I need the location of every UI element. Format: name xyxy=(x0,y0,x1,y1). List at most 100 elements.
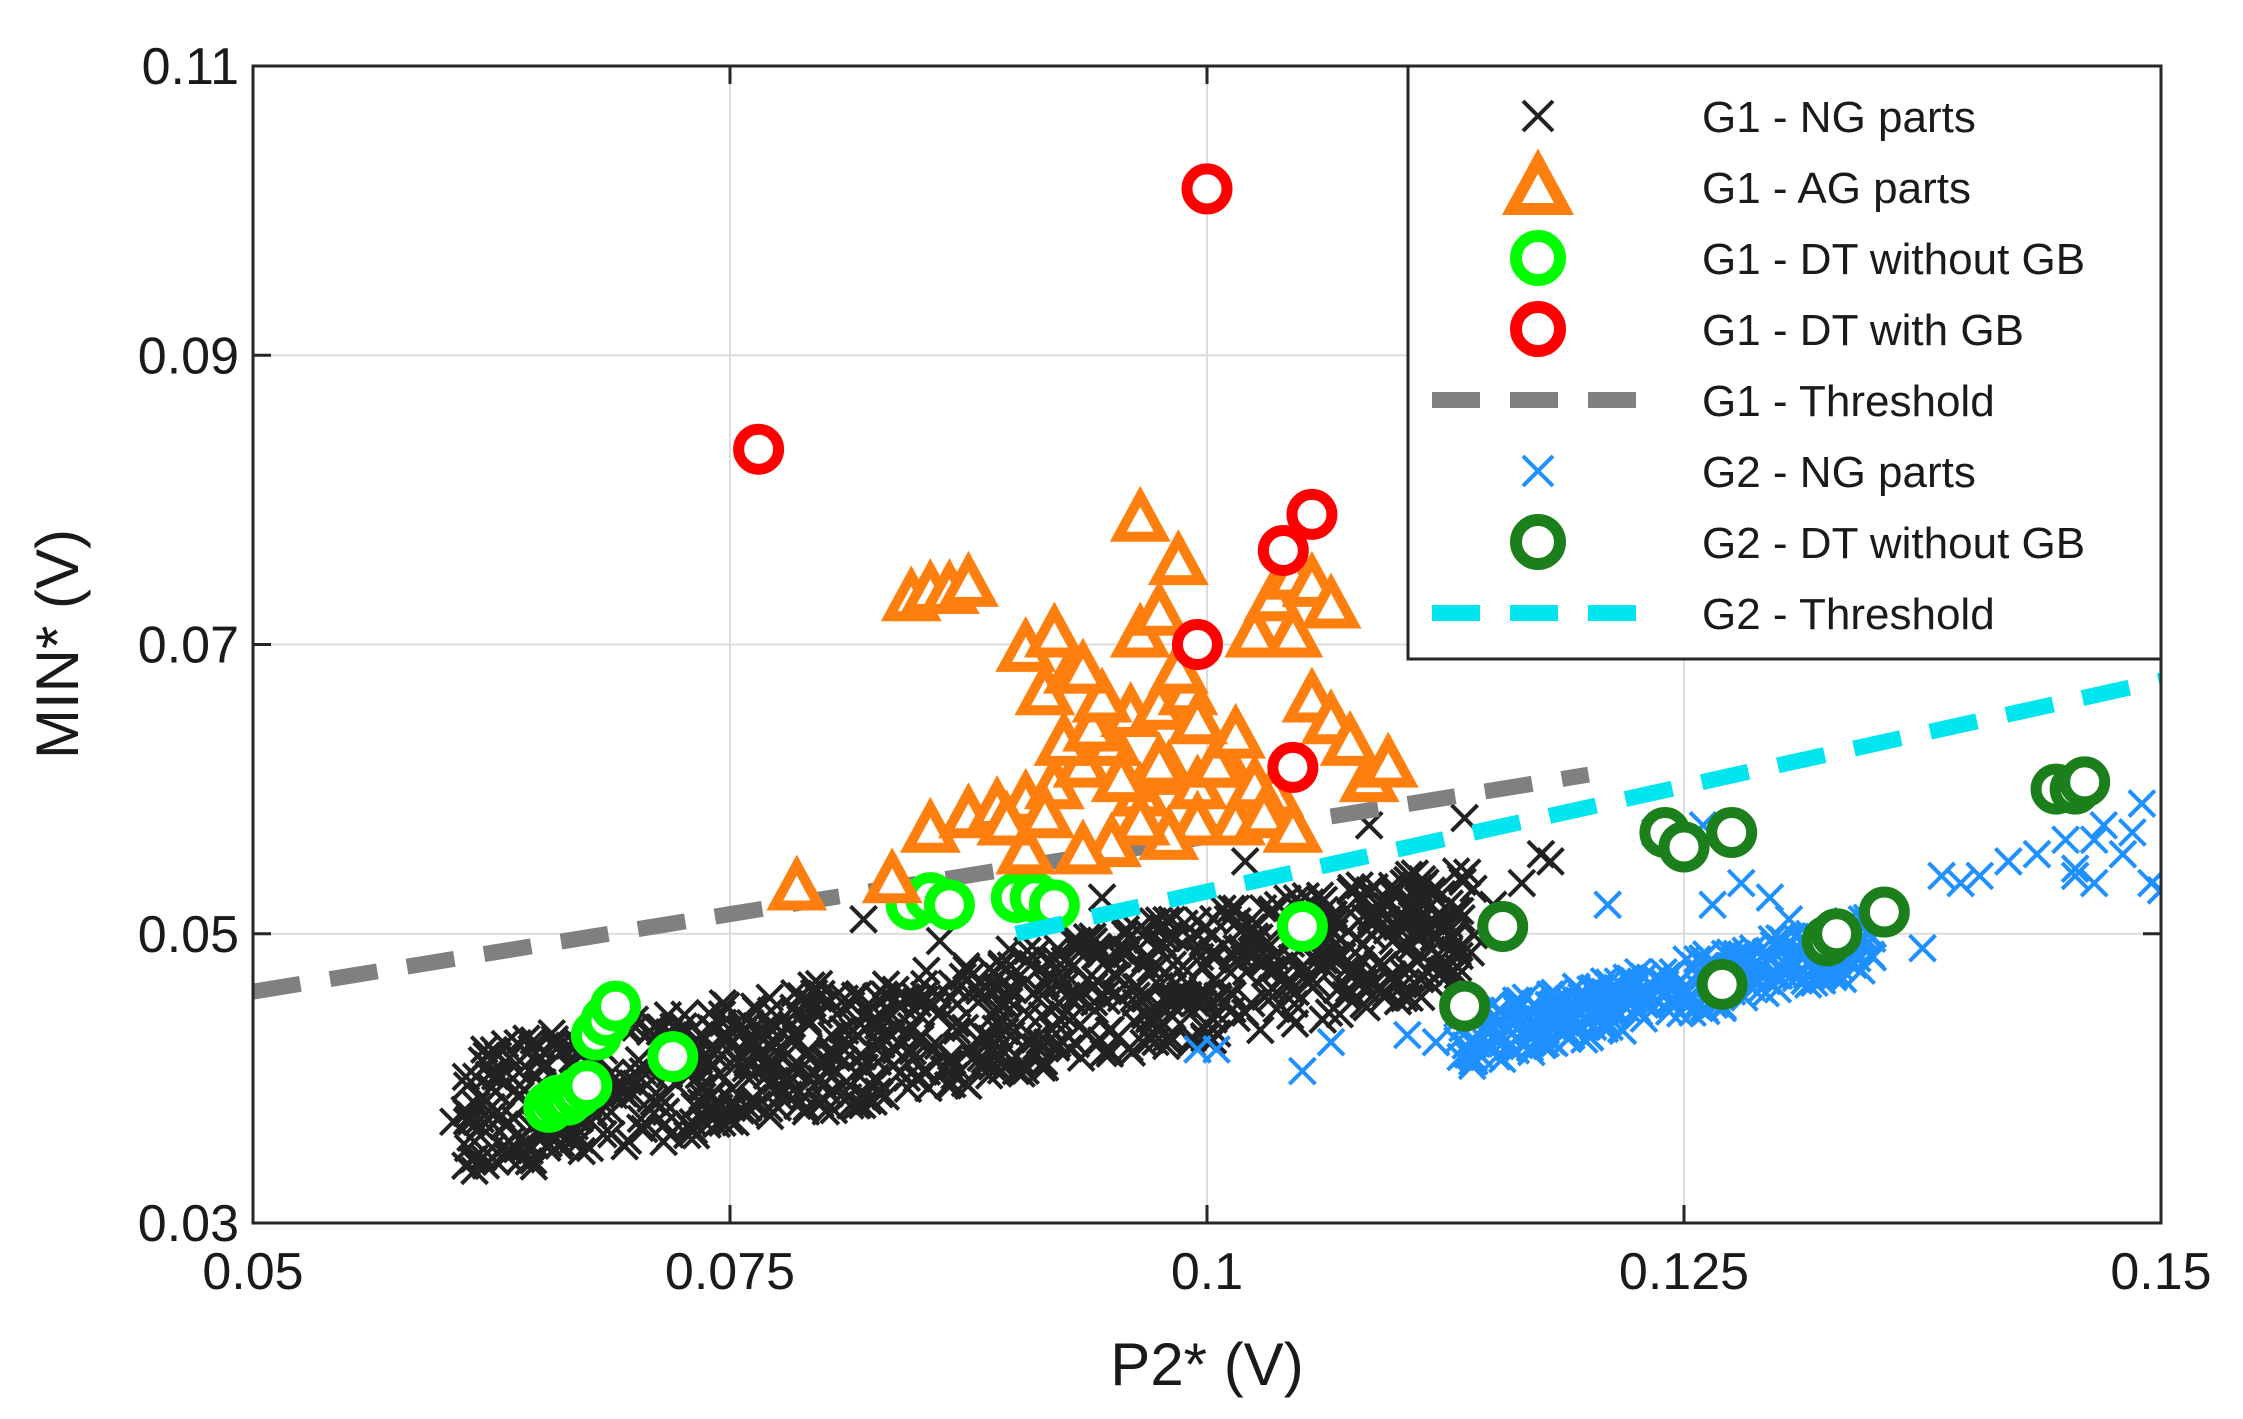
data-point xyxy=(1378,959,1408,989)
data-point xyxy=(1819,962,1848,992)
data-point xyxy=(1257,524,1309,576)
data-point xyxy=(993,1011,1023,1041)
legend-entry: G2 - NG parts xyxy=(1521,448,1976,497)
data-point xyxy=(867,1001,897,1031)
data-point xyxy=(1319,709,1381,766)
plot-area xyxy=(253,163,2161,1186)
data-point xyxy=(1262,601,1324,658)
threshold-line xyxy=(253,766,1590,1000)
data-point xyxy=(1465,1041,1495,1070)
data-point xyxy=(1231,957,1261,987)
series-g1-threshold xyxy=(253,766,1590,1000)
data-point xyxy=(736,1022,765,1052)
data-point xyxy=(622,1060,651,1089)
data-point xyxy=(1027,1053,1057,1083)
data-point xyxy=(1908,933,1937,963)
data-point xyxy=(537,1018,567,1048)
data-point xyxy=(1316,1027,1346,1057)
legend-label: G1 - DT with GB xyxy=(1702,306,2024,355)
data-point xyxy=(1163,984,1193,1014)
data-point xyxy=(938,550,999,607)
data-point xyxy=(1128,981,1158,1011)
data-point xyxy=(995,818,1057,875)
data-point xyxy=(1161,923,1191,952)
data-point xyxy=(708,988,738,1018)
data-point xyxy=(1094,943,1124,972)
data-point xyxy=(515,1136,545,1166)
data-point xyxy=(1494,1014,1524,1044)
data-point xyxy=(1250,947,1280,977)
data-point xyxy=(976,789,1038,846)
data-point xyxy=(712,1025,742,1054)
legend-entry: G1 - DT without GB xyxy=(1510,230,2085,286)
data-point xyxy=(477,1092,506,1122)
data-point xyxy=(1280,989,1309,1019)
data-point xyxy=(1706,807,1758,859)
legend-label: G1 - AG parts xyxy=(1702,164,1971,213)
data-point xyxy=(1262,796,1324,853)
data-point xyxy=(524,1043,554,1072)
data-point xyxy=(1286,488,1338,540)
data-point xyxy=(1392,1020,1422,1050)
legend-marker-circle-icon xyxy=(1510,514,1566,570)
data-point xyxy=(2127,789,2157,819)
data-point xyxy=(472,1041,502,1071)
data-point xyxy=(794,1038,824,1067)
data-point xyxy=(982,974,1011,1004)
data-point xyxy=(748,1048,778,1078)
data-point xyxy=(805,1087,834,1116)
data-point xyxy=(1426,905,1456,935)
data-point xyxy=(1109,789,1171,846)
data-point xyxy=(1421,1027,1451,1057)
data-point xyxy=(1593,890,1623,920)
legend-label: G1 - Threshold xyxy=(1702,377,1995,426)
data-point xyxy=(481,1147,511,1177)
data-point xyxy=(1309,946,1339,975)
data-point xyxy=(672,1120,702,1150)
data-point xyxy=(1349,990,1378,1019)
data-point xyxy=(2117,818,2147,847)
data-point xyxy=(1167,688,1228,745)
legend-label: G1 - DT without GB xyxy=(1702,235,2085,284)
data-point xyxy=(1477,901,1529,953)
data-point xyxy=(1052,818,1114,875)
data-point xyxy=(1020,1025,1050,1054)
data-point xyxy=(590,980,642,1032)
data-point xyxy=(1167,789,1228,846)
data-point xyxy=(1300,572,1362,629)
data-point xyxy=(1117,1038,1147,1068)
data-point xyxy=(1027,1000,1057,1030)
data-point xyxy=(1001,1056,1031,1086)
data-point xyxy=(905,1023,935,1053)
data-point xyxy=(1230,847,1260,876)
data-point xyxy=(1828,964,1858,994)
data-point xyxy=(937,969,967,999)
data-point xyxy=(925,926,955,956)
data-point xyxy=(1050,946,1080,975)
data-point xyxy=(629,1114,659,1144)
data-point xyxy=(1395,933,1425,963)
data-point xyxy=(1267,741,1319,793)
data-point xyxy=(1287,1056,1317,1086)
data-point xyxy=(534,1129,564,1158)
data-point xyxy=(1487,1029,1517,1058)
legend-entry: G2 - Threshold xyxy=(1432,590,1995,639)
data-point xyxy=(745,1040,774,1070)
data-point xyxy=(1198,1025,1228,1055)
data-point xyxy=(838,1017,868,1046)
data-point xyxy=(1103,939,1132,969)
data-point xyxy=(1200,938,1230,968)
data-point xyxy=(765,1081,794,1111)
data-point xyxy=(1183,1035,1212,1064)
data-point xyxy=(1658,821,1710,873)
data-point xyxy=(1257,982,1287,1012)
data-point xyxy=(861,847,923,904)
data-point xyxy=(1567,982,1596,1012)
data-point xyxy=(849,904,878,934)
data-point xyxy=(1502,989,1531,1019)
data-point xyxy=(2089,810,2119,840)
legend-marker-triangle-icon xyxy=(1501,148,1575,215)
data-point xyxy=(1325,999,1355,1029)
data-point xyxy=(923,879,975,931)
